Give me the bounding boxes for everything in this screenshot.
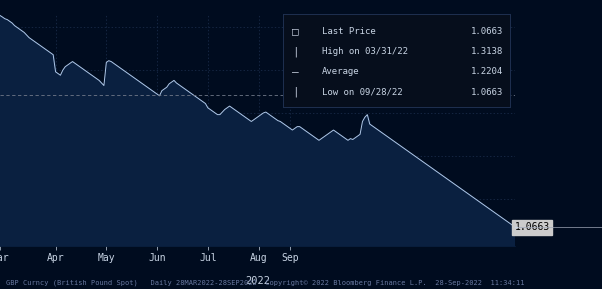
Text: |: |	[292, 46, 299, 57]
Text: |: |	[292, 87, 299, 97]
Text: —: —	[292, 67, 299, 77]
Text: □: □	[292, 26, 299, 36]
Text: 1.0663: 1.0663	[471, 88, 503, 97]
Text: High on 03/31/22: High on 03/31/22	[321, 47, 408, 56]
Text: Low on 09/28/22: Low on 09/28/22	[321, 88, 402, 97]
Text: Last Price: Last Price	[321, 27, 375, 36]
Text: 1.2204: 1.2204	[471, 67, 503, 76]
Text: Average: Average	[321, 67, 359, 76]
Text: 1.0663: 1.0663	[471, 27, 503, 36]
Text: GBP Curncy (British Pound Spot)   Daily 28MAR2022-28SEP2022  Copyright© 2022 Blo: GBP Curncy (British Pound Spot) Daily 28…	[6, 280, 524, 286]
Text: 2022: 2022	[245, 276, 270, 286]
Text: 1.3138: 1.3138	[471, 47, 503, 56]
Text: 1.0663: 1.0663	[515, 223, 550, 232]
